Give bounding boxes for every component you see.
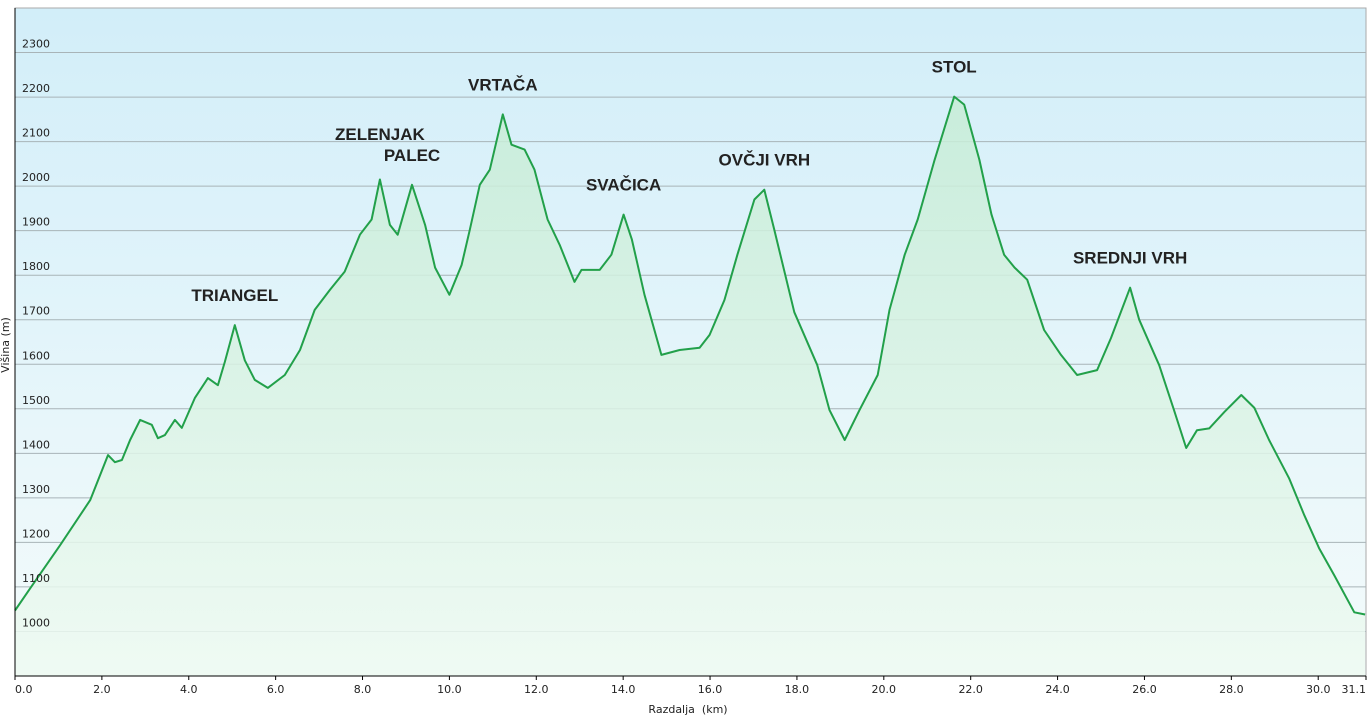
y-tick-label: 2000: [22, 171, 50, 184]
y-axis-title: Višina (m): [0, 317, 12, 373]
x-tick-label: 31.1: [1342, 683, 1367, 696]
y-tick-label: 2100: [22, 127, 50, 140]
peak-label: SVAČICA: [586, 176, 661, 195]
x-tick-label: 8.0: [354, 683, 372, 696]
area-fill: [15, 96, 1366, 677]
y-tick-label: 1200: [22, 527, 50, 540]
y-tick-label: 1500: [22, 394, 50, 407]
y-tick-label: 1100: [22, 572, 50, 585]
y-tick-label: 1800: [22, 260, 50, 273]
y-tick-label: 1700: [22, 305, 50, 318]
y-tick-label: 1600: [22, 349, 50, 362]
peak-label: TRIANGEL: [191, 286, 278, 305]
y-tick-label: 1900: [22, 216, 50, 229]
x-tick-label: 30.0: [1306, 683, 1331, 696]
x-tick-label: 26.0: [1132, 683, 1157, 696]
x-tick-label: 22.0: [958, 683, 983, 696]
peak-label: VRTAČA: [468, 75, 538, 94]
x-tick-label: 20.0: [872, 683, 897, 696]
y-tick-label: 1000: [22, 616, 50, 629]
peak-label: OVČJI VRH: [719, 151, 811, 170]
elevation-line: [14, 95, 1366, 616]
peak-label: PALEC: [384, 146, 440, 165]
peak-label: SREDNJI VRH: [1073, 249, 1187, 268]
x-tick-label: 4.0: [180, 683, 198, 696]
x-tick-label: 0.0: [15, 683, 33, 696]
y-tick-label: 2300: [22, 38, 50, 51]
x-tick-label: 2.0: [93, 683, 111, 696]
peak-label: ZELENJAK: [335, 125, 425, 144]
x-tick-label: 10.0: [437, 683, 462, 696]
x-axis-title: Razdalja (km): [648, 703, 727, 716]
x-tick-label: 6.0: [267, 683, 285, 696]
y-tick-label: 2200: [22, 82, 50, 95]
x-tick-label: 24.0: [1045, 683, 1070, 696]
x-tick-label: 16.0: [698, 683, 723, 696]
peak-label: STOL: [932, 58, 977, 77]
y-tick-label: 1400: [22, 438, 50, 451]
y-tick-label: 1300: [22, 483, 50, 496]
x-tick-label: 14.0: [611, 683, 636, 696]
x-tick-label: 28.0: [1219, 683, 1244, 696]
x-tick-label: 18.0: [785, 683, 810, 696]
x-tick-label: 12.0: [524, 683, 549, 696]
